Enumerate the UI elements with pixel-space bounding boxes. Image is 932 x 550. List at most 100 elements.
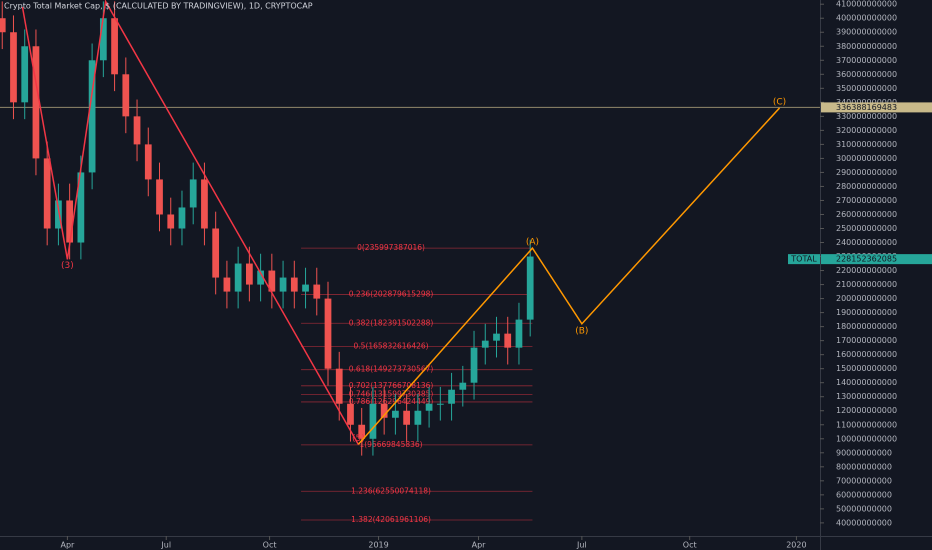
- candle-body: [380, 403, 388, 418]
- x-tick-label: Jul: [576, 541, 587, 550]
- candle-body: [77, 172, 85, 243]
- y-tick-label: 140000000000: [836, 378, 897, 387]
- candle-body: [335, 368, 343, 404]
- candle-body: [392, 410, 399, 418]
- series-label-bg: [788, 254, 820, 265]
- wave-line: [21, 0, 359, 445]
- fib-label: 0.618(149273730567): [349, 365, 434, 374]
- price-label: 228152362085: [836, 255, 897, 264]
- candle-body: [369, 403, 377, 439]
- candle-body: [99, 18, 107, 61]
- y-tick-label: 340000000000: [836, 98, 897, 107]
- candle-body: [55, 200, 62, 229]
- candle-body: [21, 46, 29, 103]
- y-tick-label: 350000000000: [836, 84, 897, 93]
- y-tick-label: 190000000000: [836, 308, 897, 317]
- wave-line: [357, 107, 781, 445]
- y-tick-label: 360000000000: [836, 70, 897, 79]
- candle-body: [88, 60, 96, 173]
- fib-label: 0.746(131599730385): [349, 389, 434, 398]
- candle-body: [358, 424, 366, 439]
- price-label: 336388169483: [836, 103, 897, 112]
- candle-body: [201, 179, 208, 229]
- y-tick-label: 410000000000: [836, 0, 897, 9]
- candle-body: [470, 347, 478, 383]
- y-tick-label: 80000000000: [836, 462, 892, 471]
- candle-body: [414, 410, 422, 425]
- y-tick-label: 270000000000: [836, 196, 897, 205]
- y-tick-label: 240000000000: [836, 238, 897, 247]
- candle-body: [246, 263, 253, 285]
- fib-label: 0.382(182391502288): [349, 318, 434, 327]
- y-tick-label: 180000000000: [836, 322, 897, 331]
- candle-body: [257, 270, 264, 285]
- candle-body: [493, 333, 500, 341]
- fib-label: 1.236(62550074118): [351, 486, 431, 495]
- candle-body: [234, 263, 242, 292]
- candle-body: [347, 403, 354, 425]
- chart-title: Crypto Total Market Cap, $ (CALCULATED B…: [4, 2, 313, 11]
- wave-label: (C): [773, 97, 786, 107]
- y-tick-label: 150000000000: [836, 364, 897, 373]
- candle-body: [459, 382, 467, 390]
- y-tick-label: 100000000000: [836, 434, 897, 443]
- y-tick-label: 210000000000: [836, 280, 897, 289]
- candle-body: [178, 207, 186, 229]
- x-tick-label: Oct: [263, 541, 277, 550]
- fib-label: 1.382(42061961106): [351, 515, 431, 524]
- wave-label: (B): [575, 326, 588, 336]
- x-tick-label: Apr: [472, 541, 487, 550]
- y-tick-label: 110000000000: [836, 420, 897, 429]
- y-tick-label: 380000000000: [836, 42, 897, 51]
- y-tick-label: 290000000000: [836, 168, 897, 177]
- fib-label: 0(235997387016): [357, 243, 425, 252]
- x-tick-label: Jul: [160, 541, 171, 550]
- x-tick-label: Apr: [60, 541, 75, 550]
- y-tick-label: 50000000000: [836, 504, 892, 513]
- y-tick-label: 400000000000: [836, 14, 897, 23]
- fib-label: 0.786(126296424449): [349, 397, 434, 406]
- y-tick-label: 120000000000: [836, 406, 897, 415]
- candle-body: [313, 284, 321, 299]
- fib-label: 1(95669845836): [359, 440, 422, 449]
- candle-body: [66, 200, 74, 243]
- y-tick-label: 310000000000: [836, 140, 897, 149]
- candle-body: [156, 179, 163, 215]
- wave-label: (A): [526, 238, 539, 248]
- candle-body: [504, 333, 512, 348]
- candle-body: [111, 18, 118, 75]
- y-tick-label: 260000000000: [836, 210, 897, 219]
- fib-label: 0.236(202879615298): [349, 290, 434, 299]
- candle-body: [212, 228, 220, 278]
- candle-body: [0, 18, 6, 33]
- candle-body: [279, 277, 287, 292]
- candle-body: [223, 277, 231, 292]
- y-tick-label: 220000000000: [836, 266, 897, 275]
- fib-label: 0.702(137766708136): [349, 381, 434, 390]
- wave-label: (3): [61, 261, 74, 271]
- price-label-bg: [821, 102, 932, 113]
- y-tick-label: 370000000000: [836, 56, 897, 65]
- y-tick-label: 60000000000: [836, 490, 892, 499]
- series-label: TOTAL: [790, 255, 817, 264]
- y-tick-label: 320000000000: [836, 126, 897, 135]
- y-tick-label: 130000000000: [836, 392, 897, 401]
- y-tick-label: 40000000000: [836, 518, 892, 527]
- candle-body: [290, 277, 298, 292]
- y-tick-label: 70000000000: [836, 476, 892, 485]
- candle-body: [526, 256, 534, 320]
- candle-body: [403, 410, 410, 425]
- candle-body: [167, 214, 175, 229]
- candle-body: [268, 270, 276, 292]
- candle-body: [515, 319, 523, 348]
- candle-body: [425, 403, 433, 411]
- y-tick-label: 250000000000: [836, 224, 897, 233]
- candle-body: [32, 46, 40, 159]
- x-tick-label: 2020: [786, 541, 806, 550]
- candle-body: [324, 298, 332, 369]
- candle-body: [133, 116, 141, 145]
- candle-body: [189, 179, 197, 208]
- y-tick-label: 160000000000: [836, 350, 897, 359]
- y-tick-label: 330000000000: [836, 112, 897, 121]
